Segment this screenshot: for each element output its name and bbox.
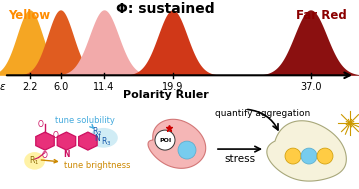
Text: quantify aggregation: quantify aggregation	[215, 109, 310, 118]
Text: Φ: sustained: Φ: sustained	[116, 2, 215, 16]
Text: stress: stress	[224, 154, 256, 164]
Circle shape	[178, 141, 196, 159]
Polygon shape	[57, 132, 76, 150]
Circle shape	[155, 130, 175, 150]
Text: tune solubility: tune solubility	[55, 116, 115, 128]
Ellipse shape	[89, 128, 118, 148]
Text: Polarity Ruler: Polarity Ruler	[122, 90, 208, 100]
Circle shape	[301, 148, 317, 164]
Text: 37.0: 37.0	[300, 82, 321, 92]
Text: POI: POI	[159, 138, 171, 143]
Text: N: N	[94, 134, 100, 143]
Text: O: O	[53, 131, 59, 140]
Text: 19.9: 19.9	[162, 82, 183, 92]
Text: ε: ε	[0, 82, 6, 92]
Ellipse shape	[24, 152, 45, 170]
Polygon shape	[36, 132, 54, 150]
Text: O: O	[38, 120, 44, 129]
Text: 6.0: 6.0	[53, 82, 68, 92]
Text: Far Red: Far Red	[296, 9, 347, 22]
Text: Yellow: Yellow	[8, 9, 50, 22]
Text: tune brightness: tune brightness	[41, 160, 131, 170]
Circle shape	[317, 148, 333, 164]
Text: N: N	[63, 150, 70, 159]
Text: R$_2$: R$_2$	[92, 125, 102, 138]
Polygon shape	[148, 119, 206, 168]
Polygon shape	[267, 121, 346, 181]
Text: 11.4: 11.4	[93, 82, 115, 92]
Text: 2.2: 2.2	[22, 82, 38, 92]
Text: R$_1$: R$_1$	[29, 155, 40, 167]
Polygon shape	[79, 132, 97, 150]
Circle shape	[285, 148, 301, 164]
Text: O: O	[42, 151, 48, 160]
Text: R$_3$: R$_3$	[101, 136, 111, 148]
